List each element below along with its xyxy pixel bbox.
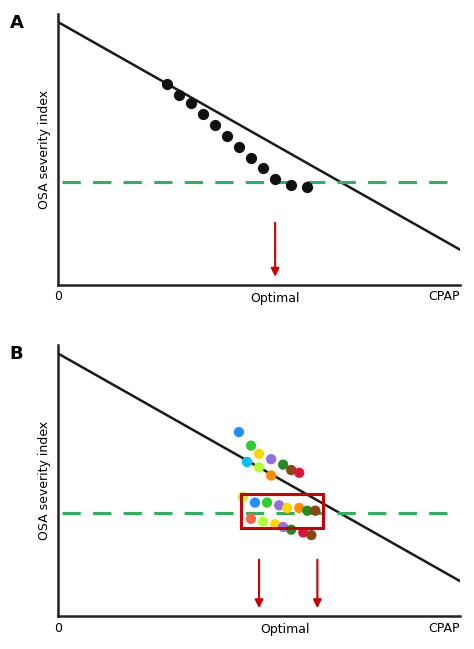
Point bbox=[247, 513, 255, 524]
Text: CPAP: CPAP bbox=[428, 290, 460, 304]
Point bbox=[235, 427, 243, 437]
Text: 0: 0 bbox=[54, 622, 62, 635]
Text: CPAP: CPAP bbox=[428, 622, 460, 635]
Point bbox=[271, 174, 279, 184]
Point bbox=[267, 471, 275, 481]
Point bbox=[303, 182, 311, 193]
Point bbox=[223, 130, 231, 141]
Point bbox=[199, 109, 207, 119]
Text: 0: 0 bbox=[54, 290, 62, 304]
Point bbox=[247, 441, 255, 451]
Text: Optimal: Optimal bbox=[250, 292, 300, 305]
Y-axis label: OSA severity index: OSA severity index bbox=[38, 421, 51, 541]
Point bbox=[255, 448, 263, 459]
Text: Optimal: Optimal bbox=[260, 623, 310, 636]
Point bbox=[287, 180, 295, 190]
Point bbox=[211, 120, 219, 130]
Point bbox=[243, 457, 251, 467]
Point bbox=[267, 454, 275, 465]
Point bbox=[303, 506, 311, 516]
Point bbox=[239, 492, 247, 502]
Point bbox=[247, 153, 255, 163]
Point bbox=[311, 506, 319, 516]
Point bbox=[263, 497, 271, 508]
Point bbox=[259, 517, 267, 527]
Point bbox=[283, 503, 291, 513]
Point bbox=[255, 462, 263, 472]
Point bbox=[295, 503, 303, 513]
Point bbox=[279, 522, 287, 532]
Point bbox=[279, 459, 287, 470]
Point bbox=[275, 500, 283, 511]
Point bbox=[271, 519, 279, 530]
Point bbox=[187, 98, 194, 108]
Point bbox=[300, 527, 307, 537]
Point bbox=[251, 497, 259, 508]
Point bbox=[295, 467, 303, 478]
Point bbox=[163, 79, 170, 90]
Text: A: A bbox=[9, 14, 24, 32]
Y-axis label: OSA severity index: OSA severity index bbox=[38, 90, 51, 209]
Point bbox=[287, 465, 295, 475]
Bar bbox=[241, 495, 323, 528]
Text: B: B bbox=[9, 345, 23, 363]
Point bbox=[308, 530, 315, 541]
Point bbox=[287, 524, 295, 535]
Point bbox=[175, 90, 182, 101]
Point bbox=[259, 163, 267, 173]
Point bbox=[235, 141, 243, 152]
